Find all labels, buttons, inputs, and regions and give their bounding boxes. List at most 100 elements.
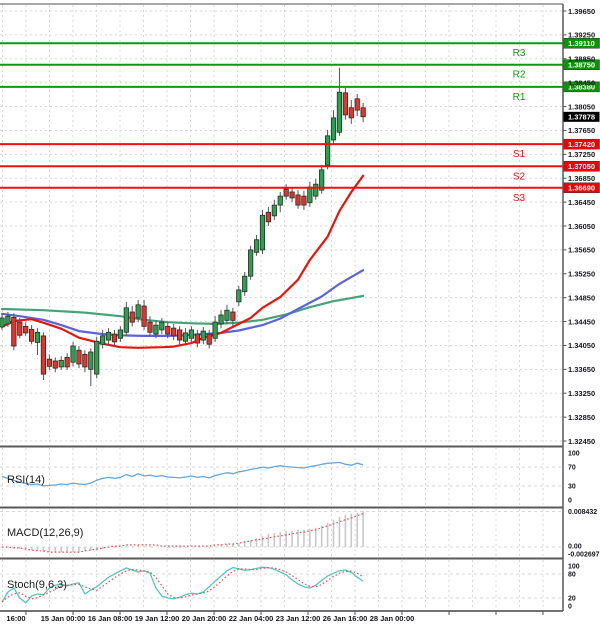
level-label-S2: S2: [513, 171, 526, 182]
stoch-axis-label: 20: [568, 596, 576, 603]
candle-bull: [224, 309, 230, 321]
stoch-axis-label: 100: [568, 564, 580, 571]
candle-bull: [123, 307, 129, 333]
level-label-R2: R2: [513, 70, 526, 81]
candle-bear: [82, 354, 88, 368]
candle-bull: [182, 332, 189, 342]
candle-bull: [58, 359, 64, 368]
candle-bull: [336, 91, 343, 133]
candle-bull: [330, 117, 337, 141]
stoch-d-line: [1, 567, 364, 603]
macd-axis-label: 0.008432: [568, 509, 597, 516]
candle-bear: [348, 107, 354, 119]
rsi-axis-label: 30: [568, 483, 576, 490]
price-axis-label: 1.35250: [568, 270, 595, 279]
macd-axis-label: -0.002697: [568, 552, 600, 559]
candle-bear: [230, 311, 236, 321]
candle-bull: [117, 329, 123, 339]
candle-bull: [70, 345, 76, 363]
level-label-R3: R3: [513, 48, 526, 59]
time-axis-label: 22 Jan 04:00: [229, 614, 274, 623]
candle-bull: [105, 331, 112, 341]
last-price-badge: [563, 111, 600, 122]
level-badge-value-S1: 1.37420: [568, 140, 595, 149]
candle-bear: [289, 191, 295, 199]
time-axis-label: 16 Jan 08:00: [88, 614, 133, 623]
candle-bull: [212, 321, 218, 339]
time-axis-label: 20 Jan 20:00: [182, 614, 227, 623]
candle-bull: [153, 324, 159, 335]
time-axis-label: 15 Jan 00:00: [41, 614, 86, 623]
stoch-axis-label: 0: [568, 604, 572, 611]
candle-bear: [206, 333, 212, 345]
candle-bear: [354, 98, 360, 111]
price-axis-label: 1.39650: [568, 7, 595, 16]
rsi-axis-label: 70: [568, 465, 576, 472]
price-axis-label: 1.36450: [568, 198, 595, 207]
candle-bear: [283, 188, 289, 197]
stoch-panel-label: Stoch(9,6,3): [7, 579, 67, 591]
candle-bear: [342, 92, 348, 116]
candle-bear: [28, 328, 35, 342]
candle-bull: [319, 169, 325, 191]
time-axis-label: 23 Jan 12:00: [276, 614, 321, 623]
level-label-S1: S1: [513, 149, 526, 160]
candle-bull: [248, 249, 254, 277]
macd-panel-label: MACD(12,26,9): [7, 527, 84, 539]
candle-bear: [111, 333, 118, 343]
candle-bull: [188, 329, 195, 339]
candle-bull: [259, 214, 266, 251]
candle-bear: [40, 335, 47, 375]
stoch-k-line: [1, 566, 364, 604]
time-axis-label: 16:00: [6, 614, 25, 623]
candle-bear: [295, 194, 301, 206]
candle-bull: [307, 186, 313, 204]
price-axis-label: 1.33250: [568, 389, 595, 398]
level-badge-value-S2: 1.37050: [568, 162, 595, 171]
price-axis-label: 1.37250: [568, 150, 595, 159]
time-axis-label: 26 Jan 16:00: [323, 614, 368, 623]
price-axis-label: 1.38450: [568, 78, 595, 87]
candle-bear: [46, 358, 52, 367]
candle-bear: [301, 195, 307, 206]
candle-bear: [11, 316, 17, 347]
level-label-S3: S3: [513, 193, 526, 204]
price-axis-label: 1.36850: [568, 174, 595, 183]
price-axis-label: 1.35650: [568, 246, 595, 255]
level-label-R1: R1: [513, 92, 526, 103]
candle-bear: [17, 321, 23, 336]
time-axis-label: 28 Jan 00:00: [370, 614, 415, 623]
candle-bull: [253, 239, 260, 253]
rsi-line: [1, 461, 364, 487]
candle-bear: [141, 305, 147, 327]
candle-bear: [360, 107, 366, 118]
level-badge-value-R1: 1.38380: [568, 83, 595, 92]
candle-bear: [147, 321, 153, 333]
price-axis-label: 1.36050: [568, 222, 595, 231]
candle-bear: [129, 311, 135, 323]
candle-bear: [171, 327, 177, 337]
level-badge-value-S3: 1.36690: [568, 184, 595, 193]
rsi-panel-label: RSI(14): [7, 474, 45, 486]
candle-bull: [100, 335, 106, 345]
candle-bull: [88, 351, 94, 370]
rsi-axis-label: 0: [568, 498, 572, 505]
candle-bear: [165, 325, 171, 335]
price-axis-label: 1.32850: [568, 413, 595, 422]
candle-bull: [200, 330, 206, 341]
candle-bear: [23, 325, 29, 334]
candle-bull: [0, 317, 5, 328]
candle-bear: [194, 333, 200, 344]
candle-bear: [64, 356, 70, 368]
stoch-axis-label: 80: [568, 572, 576, 579]
candle-bull: [34, 331, 41, 343]
candle-bull: [324, 135, 331, 166]
price-axis-label: 1.34850: [568, 293, 595, 302]
price-axis-label: 1.39250: [568, 31, 595, 40]
level-badge-value-R2: 1.38750: [568, 61, 595, 70]
candle-bear: [52, 360, 58, 369]
price-axis-label: 1.33650: [568, 365, 595, 374]
last-price-value: 1.37878: [568, 113, 595, 122]
price-axis-label: 1.38050: [568, 102, 595, 111]
